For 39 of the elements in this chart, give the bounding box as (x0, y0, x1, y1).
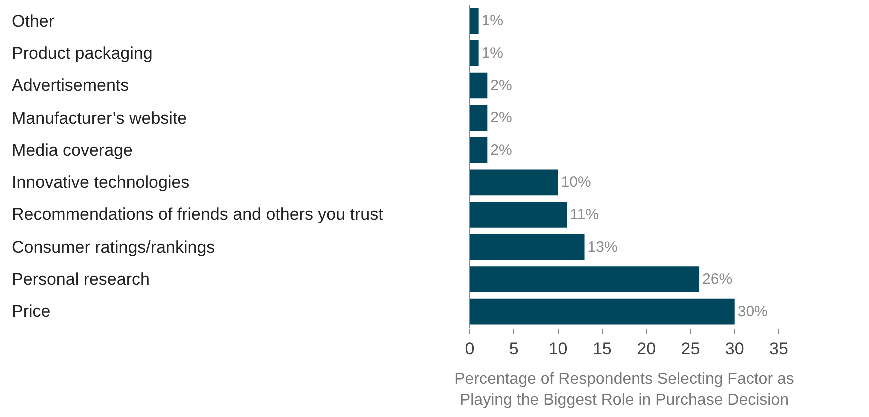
data-label: 26% (702, 271, 733, 288)
bar (470, 137, 488, 164)
data-label: 1% (482, 12, 504, 30)
bar (470, 40, 479, 66)
bar (470, 234, 585, 260)
bar (470, 170, 558, 196)
data-label: 2% (490, 142, 512, 159)
x-tick-label: 20 (637, 339, 656, 358)
y-tick-label: Personal research (12, 270, 150, 289)
x-tick-label: 25 (681, 339, 700, 358)
x-tick-label: 10 (548, 339, 568, 358)
bar (470, 266, 700, 292)
bar (470, 105, 488, 131)
data-label: 1% (482, 44, 504, 62)
x-tick-label: 15 (592, 339, 612, 358)
y-tick-label: Price (12, 302, 51, 321)
x-tick-label: 5 (509, 339, 519, 358)
data-label: 11% (570, 206, 600, 224)
y-tick-label: Recommendations of friends and others you trust (12, 205, 384, 224)
y-tick-label: Manufacturer’s website (12, 109, 188, 128)
x-tick-label: 35 (770, 339, 788, 358)
bar (470, 202, 568, 228)
x-tick-label: 30 (725, 339, 744, 358)
data-label: 2% (490, 110, 512, 127)
y-tick-label: Other (12, 12, 55, 31)
data-label: 30% (738, 303, 768, 320)
data-label: 13% (588, 238, 618, 256)
x-axis-title: Percentage of Respondents Selecting Factor as Playing the Biggest Role in Purchase Decision (454, 371, 794, 409)
y-tick-label: Innovative technologies (12, 173, 190, 192)
data-label: 10% (561, 174, 592, 192)
y-tick-label: Consumer ratings/rankings (12, 238, 216, 257)
bar (470, 8, 479, 34)
bar (470, 298, 735, 325)
data-label: 2% (490, 77, 512, 94)
x-tick-label: 0 (465, 339, 475, 358)
y-tick-label: Advertisements (12, 76, 130, 95)
y-tick-label: Product packaging (12, 44, 153, 63)
y-tick-label: Media coverage (12, 141, 133, 160)
bar (470, 72, 488, 99)
